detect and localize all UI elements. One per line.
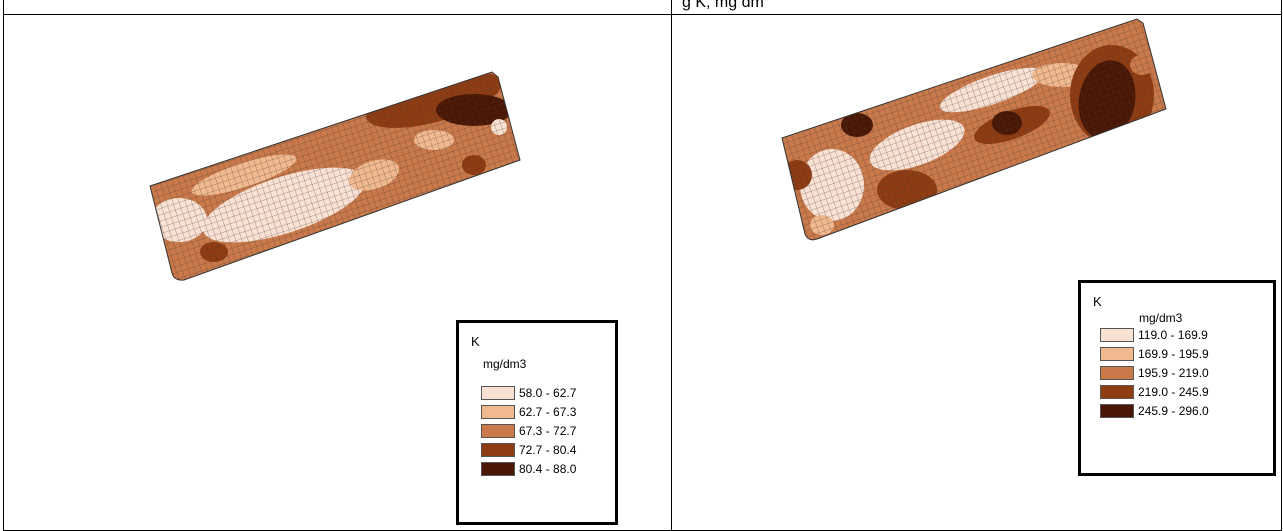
legend-swatch bbox=[481, 424, 515, 438]
legend-unit: mg/dm3 bbox=[1139, 311, 1183, 325]
legend-label: 169.9 - 195.9 bbox=[1138, 347, 1209, 361]
legend-swatch bbox=[1100, 385, 1134, 399]
panel-divider bbox=[671, 0, 672, 530]
legend-unit: mg/dm3 bbox=[483, 357, 527, 371]
legend-label: 195.9 - 219.0 bbox=[1138, 366, 1209, 380]
legend-right: K mg/dm3 119.0 - 169.9 169.9 - 195.9 195… bbox=[1078, 280, 1276, 476]
legend-label: 58.0 - 62.7 bbox=[519, 386, 577, 400]
legend-label: 67.3 - 72.7 bbox=[519, 424, 577, 438]
legend-swatch bbox=[1100, 328, 1134, 342]
map-panel-left: K mg/dm3 58.0 - 62.7 62.7 - 67.3 67.3 - … bbox=[4, 15, 670, 530]
legend-swatch bbox=[481, 443, 515, 457]
legend-label: 72.7 - 80.4 bbox=[519, 443, 577, 457]
legend-swatch bbox=[481, 462, 515, 476]
legend-label: 245.9 - 296.0 bbox=[1138, 404, 1209, 418]
legend-swatch bbox=[1100, 404, 1134, 418]
legend-title: K bbox=[471, 334, 480, 349]
legend-label: 62.7 - 67.3 bbox=[519, 405, 577, 419]
legend-swatch bbox=[1100, 347, 1134, 361]
legend-swatch bbox=[1100, 366, 1134, 380]
field-map-left bbox=[149, 71, 521, 281]
legend-label: 119.0 - 169.9 bbox=[1138, 328, 1208, 342]
legend-label: 219.0 - 245.9 bbox=[1138, 385, 1209, 399]
field-map-right bbox=[781, 18, 1167, 241]
legend-swatch bbox=[481, 405, 515, 419]
legend-left: K mg/dm3 58.0 - 62.7 62.7 - 67.3 67.3 - … bbox=[456, 320, 618, 525]
map-panel-right: K mg/dm3 119.0 - 169.9 169.9 - 195.9 195… bbox=[672, 15, 1278, 530]
legend-swatch bbox=[481, 386, 515, 400]
legend-label: 80.4 - 88.0 bbox=[519, 462, 577, 476]
legend-title: K bbox=[1093, 294, 1102, 309]
header-divider bbox=[4, 14, 1281, 15]
figure-header: g K, mg dm bbox=[682, 0, 764, 11]
